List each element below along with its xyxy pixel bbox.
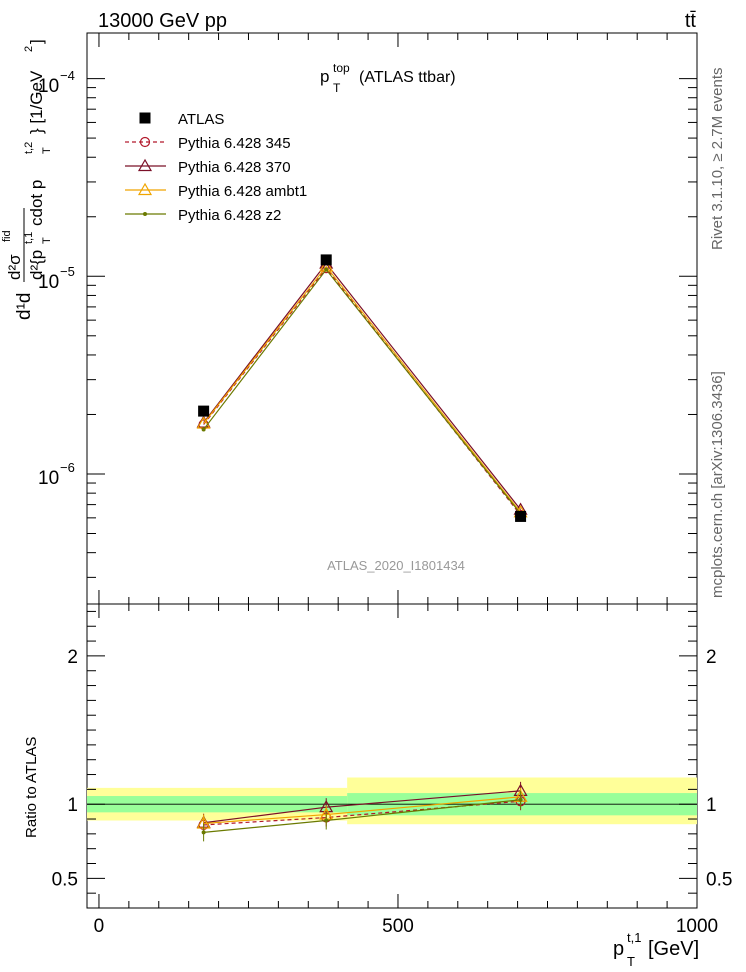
header-right: tt̄ [685, 10, 697, 32]
series-line-Pythia 6.428 ambt1 [203, 265, 522, 513]
header-left: 13000 GeV pp [98, 10, 227, 32]
svg-text:top: top [333, 61, 350, 75]
legend-marker [139, 112, 151, 124]
x-tick-label: 1000 [676, 916, 718, 937]
svg-text:T: T [41, 147, 53, 154]
y-tick-label-1e-5: 10 [38, 272, 59, 293]
series-line-Pythia 6.428 z2 [203, 268, 522, 515]
data-point-ATLAS [515, 510, 527, 522]
x-tick-label: 500 [382, 916, 414, 937]
ratio-point-Pythia 6.428 z2 [324, 818, 329, 823]
svg-text:−4: −4 [60, 68, 75, 83]
svg-text:t,1: t,1 [23, 232, 35, 244]
y-tick-label-1e-4: 10 [38, 76, 59, 97]
x-axis-label: p t,1 T [GeV] [613, 930, 699, 969]
ratio-point-Pythia 6.428 z2 [201, 830, 206, 835]
legend-marker [137, 182, 153, 196]
svg-text:p: p [320, 67, 329, 86]
legend-marker [137, 158, 153, 172]
data-point-ATLAS [320, 254, 332, 266]
svg-text:−5: −5 [60, 264, 75, 279]
svg-text:T: T [627, 954, 635, 969]
svg-text:[GeV]: [GeV] [648, 938, 699, 960]
ratio-y-tick-label-right: 1 [706, 795, 717, 816]
legend-entry: ATLAS [178, 111, 224, 128]
ratio-y-tick-label-right: 2 [706, 647, 717, 668]
svg-text:t,1: t,1 [627, 930, 641, 945]
x-tick-label: 0 [94, 916, 105, 937]
svg-text:fid: fid [1, 230, 13, 242]
upper-y-axis-label: d¹d d²σ fid d²{p T t,1 cdot p T t,2 } [1… [1, 39, 53, 320]
data-point-Pythia 6.428 z2 [324, 267, 329, 272]
svg-text:]: ] [27, 39, 46, 44]
svg-text:T: T [333, 81, 341, 95]
ratio-y-tick-label-left: 2 [67, 647, 78, 668]
ratio-y-axis-label: Ratio to ATLAS [23, 737, 40, 838]
side-label-lower: mcplots.cern.ch [arXiv:1306.3436] [709, 371, 726, 598]
series-line-Pythia 6.428 370 [203, 262, 522, 511]
svg-text:−6: −6 [60, 460, 75, 475]
svg-text:2: 2 [23, 46, 35, 52]
y-tick-label-1e-6: 10 [38, 468, 59, 489]
svg-text:p: p [613, 938, 624, 960]
legend-entry: Pythia 6.428 z2 [178, 207, 281, 224]
series-line-Pythia 6.428 345 [203, 267, 522, 516]
svg-text:d²σ: d²σ [5, 254, 24, 280]
ratio-y-tick-label-left: 1 [67, 795, 78, 816]
legend-entry: Pythia 6.428 345 [178, 135, 291, 152]
svg-text:t,2: t,2 [23, 142, 35, 154]
svg-text:(ATLAS ttbar): (ATLAS ttbar) [359, 69, 456, 86]
svg-text:d¹d: d¹d [14, 293, 35, 320]
svg-text:T: T [41, 237, 53, 244]
side-label-upper: Rivet 3.1.10, ≥ 2.7M events [709, 68, 726, 251]
legend-entry: Pythia 6.428 370 [178, 159, 291, 176]
legend: ATLAS Pythia 6.428 345 Pythia 6.428 370 Pyt… [125, 111, 307, 224]
ratio-plot-frame [86, 603, 698, 909]
svg-text:} [1/GeV: } [1/GeV [27, 70, 46, 134]
ratio-y-tick-label-left: 0.5 [52, 869, 78, 890]
upper-y-tick-labels: 10 −6 10 −5 10 −4 [38, 68, 75, 489]
data-point-Pythia 6.428 z2 [201, 427, 206, 432]
legend-entry: Pythia 6.428 ambt1 [178, 183, 307, 200]
legend-marker [139, 136, 151, 148]
upper-title: p top T (ATLAS ttbar) [320, 61, 456, 95]
analysis-watermark: ATLAS_2020_I1801434 [327, 558, 465, 573]
svg-text:cdot p: cdot p [27, 180, 46, 226]
ratio-point-Pythia 6.428 z2 [518, 797, 523, 802]
svg-text:d²{p: d²{p [27, 250, 46, 280]
legend-marker [143, 212, 147, 216]
ratio-y-tick-label-right: 0.5 [706, 869, 732, 890]
data-point-ATLAS [198, 405, 210, 417]
